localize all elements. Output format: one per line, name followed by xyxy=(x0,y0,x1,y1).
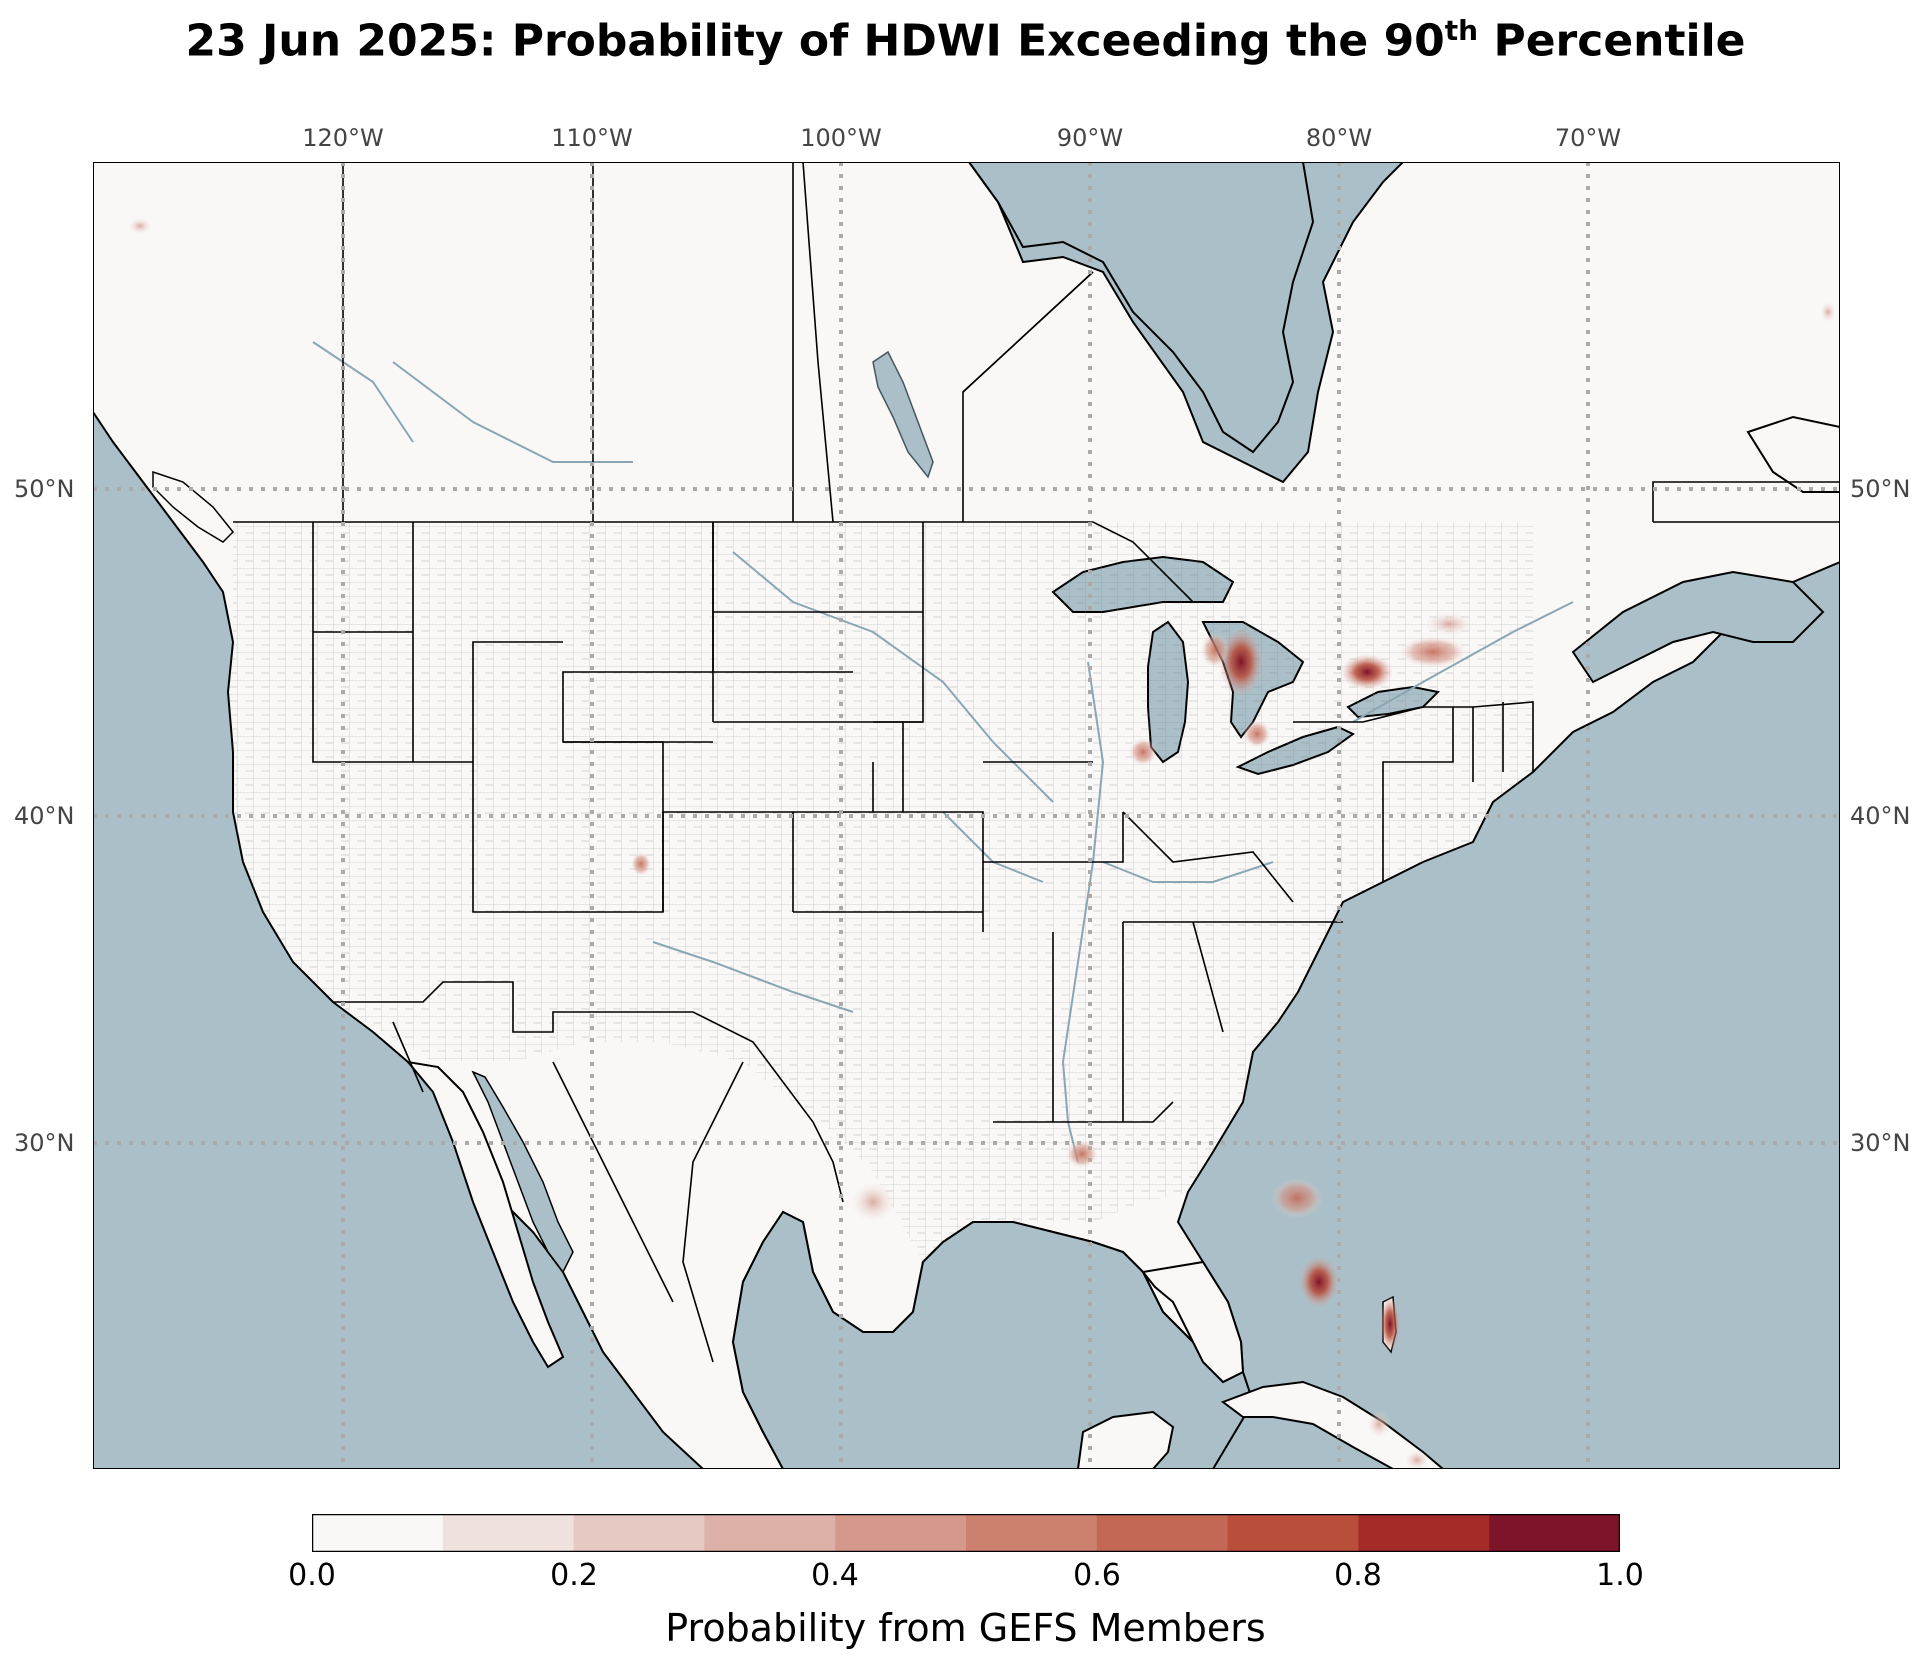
colorbar-segment-8 xyxy=(1358,1514,1490,1552)
land-baja-california xyxy=(405,1060,565,1369)
title-superscript: th xyxy=(1444,14,1479,47)
hotspot-south-texas xyxy=(851,1182,895,1222)
lake-winnipeg xyxy=(872,350,934,479)
hotspot-bahamas-andros xyxy=(1380,1296,1400,1352)
colorbar-segment-9 xyxy=(1489,1514,1620,1552)
florida-peninsula xyxy=(1141,1260,1245,1384)
lon-label-70w: 70°W xyxy=(1554,124,1622,152)
map-title: 23 Jun 2025: Probability of HDWI Exceedi… xyxy=(0,14,1931,67)
hotspot-northern-michigan-west xyxy=(1201,632,1229,668)
title-main: 23 Jun 2025: Probability of HDWI Exceedi… xyxy=(185,15,1445,67)
colorbar-segment-3 xyxy=(704,1514,836,1552)
gulf-of-mexico xyxy=(731,1210,1255,1469)
colorbar-tick-0: 0.0 xyxy=(288,1558,336,1593)
colorbar-tick-1: 0.2 xyxy=(550,1558,598,1593)
cuba xyxy=(1220,1380,1445,1469)
hotspot-southeast-louisiana xyxy=(1066,1140,1098,1168)
lon-label-120w: 120°W xyxy=(302,124,384,152)
lon-label-80w: 80°W xyxy=(1305,124,1373,152)
us-county-texture xyxy=(228,522,1533,1262)
lat-label-50n-right: 50°N xyxy=(1850,475,1911,503)
colorbar xyxy=(312,1514,1620,1552)
graticule xyxy=(93,162,1840,1469)
colorbar-segment-0 xyxy=(312,1514,444,1552)
colorbar-segment-1 xyxy=(442,1514,575,1552)
newfoundland xyxy=(1746,415,1840,493)
yucatan xyxy=(1076,1410,1175,1469)
colorbar-tick-3: 0.6 xyxy=(1073,1558,1121,1593)
hudson-bay xyxy=(967,162,1315,454)
hotspot-bc-north xyxy=(128,218,152,234)
hotspot-lake-ontario-north xyxy=(1341,654,1393,690)
colorbar-segment-7 xyxy=(1227,1514,1359,1552)
lat-label-40n-left: 40°N xyxy=(14,802,75,830)
hotspot-southern-florida xyxy=(1299,1256,1339,1308)
lon-label-100w: 100°W xyxy=(800,124,882,152)
map[interactable] xyxy=(93,162,1840,1469)
lon-label-90w: 90°W xyxy=(1056,124,1124,152)
colorbar-label: Probability from GEFS Members xyxy=(665,1606,1266,1650)
probability-hotspots xyxy=(128,218,1836,1469)
colorbar-segment-4 xyxy=(835,1514,967,1552)
hotspot-northern-illinois xyxy=(1129,738,1157,766)
colorbar-segment-5 xyxy=(966,1514,1098,1552)
hotspot-northern-michigan xyxy=(1219,628,1263,696)
lat-label-40n-right: 40°N xyxy=(1850,802,1911,830)
colorbar-tick-5: 1.0 xyxy=(1596,1558,1644,1593)
colorbar-segment-6 xyxy=(1096,1514,1229,1552)
hotspot-southeast-michigan xyxy=(1243,720,1271,748)
hotspot-southern-ontario-east xyxy=(1399,636,1467,668)
rivers xyxy=(312,341,1574,1163)
colorbar-tick-4: 0.8 xyxy=(1334,1558,1382,1593)
hotspot-eastern-cuba xyxy=(1367,1410,1391,1438)
lat-label-50n-left: 50°N xyxy=(14,475,75,503)
colorbar-segment-2 xyxy=(573,1514,705,1552)
hotspot-cuba-south xyxy=(1405,1450,1429,1469)
lon-label-110w: 110°W xyxy=(551,124,633,152)
colorbar-tick-2: 0.4 xyxy=(811,1558,859,1593)
gulf-of-california xyxy=(471,1070,574,1274)
hotspot-ontario-far xyxy=(1425,612,1473,636)
hotspot-central-florida xyxy=(1271,1178,1323,1218)
title-tail: Percentile xyxy=(1478,15,1746,67)
hotspot-newfoundland-coast xyxy=(1820,302,1836,322)
hotspot-western-colorado xyxy=(631,852,651,876)
lat-label-30n-right: 30°N xyxy=(1850,1129,1911,1157)
gulf-of-st-lawrence xyxy=(1571,570,1825,684)
lat-label-30n-left: 30°N xyxy=(14,1129,75,1157)
